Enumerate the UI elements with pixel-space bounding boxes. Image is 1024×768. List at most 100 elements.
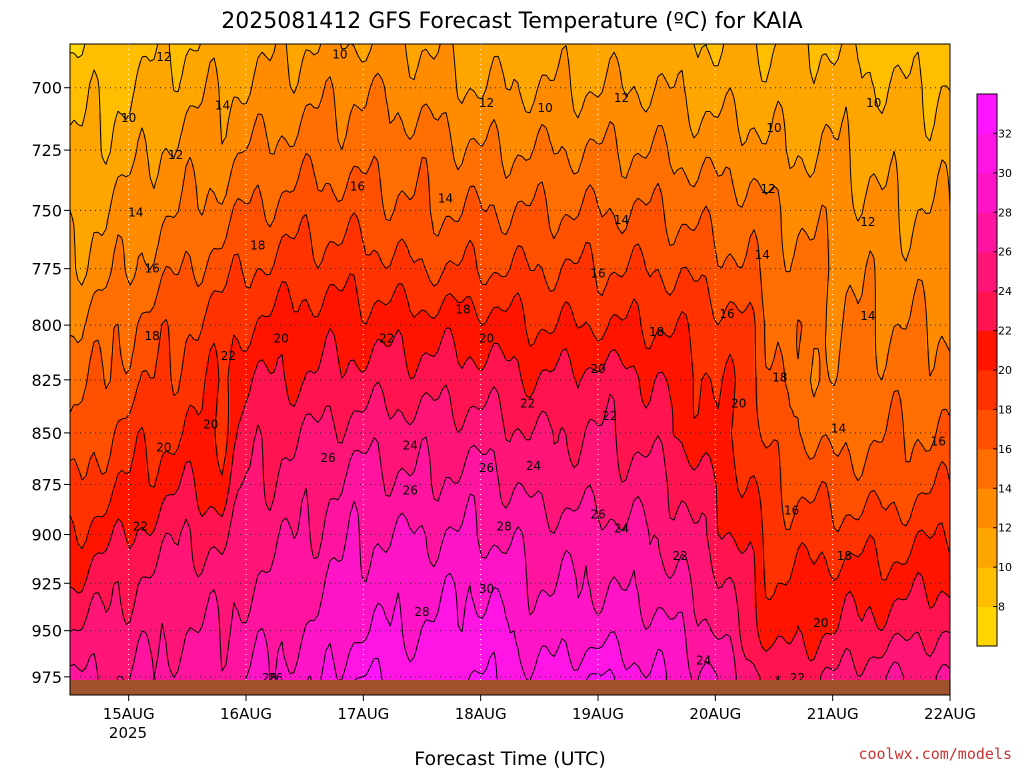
temperature-cell <box>250 338 327 342</box>
temperature-cell <box>326 296 359 300</box>
temperature-cell <box>106 284 159 288</box>
temperature-cell <box>338 347 375 351</box>
temperature-cell <box>302 428 335 432</box>
temperature-cell <box>618 449 651 453</box>
temperature-cell <box>690 113 707 117</box>
temperature-cell <box>394 119 403 123</box>
temperature-cell <box>886 362 931 366</box>
temperature-cell <box>202 281 227 285</box>
temperature-cell <box>146 446 179 450</box>
temperature-cell <box>262 464 283 468</box>
temperature-cell <box>182 365 207 369</box>
temperature-cell <box>242 479 263 483</box>
temperature-cell <box>254 272 267 276</box>
temperature-cell <box>574 311 631 315</box>
temperature-cell <box>866 503 883 507</box>
temperature-cell <box>306 50 311 54</box>
temperature-cell <box>838 527 939 531</box>
temperature-cell <box>738 197 747 201</box>
temperature-cell <box>830 125 843 129</box>
temperature-cell <box>614 122 691 126</box>
temperature-cell <box>602 92 627 96</box>
temperature-cell <box>74 236 95 240</box>
temperature-cell <box>930 356 935 360</box>
temperature-cell <box>618 443 655 447</box>
temperature-cell <box>762 269 787 273</box>
temperature-cell <box>582 152 619 156</box>
temperature-cell <box>406 368 419 372</box>
temperature-cell <box>78 275 87 279</box>
temperature-cell <box>582 251 591 255</box>
temperature-cell <box>262 113 303 117</box>
temperature-cell <box>226 440 235 444</box>
temperature-cell <box>582 500 595 504</box>
temperature-cell <box>674 407 695 411</box>
temperature-cell <box>426 443 567 447</box>
temperature-cell <box>686 104 723 108</box>
temperature-cell <box>266 131 299 135</box>
temperature-cell <box>686 95 727 99</box>
temperature-cell <box>202 320 259 324</box>
temperature-cell <box>818 377 831 381</box>
temperature-cell <box>482 368 519 372</box>
temperature-cell <box>262 119 303 123</box>
temperature-cell <box>914 296 927 300</box>
temperature-cell <box>850 167 891 171</box>
temperature-cell <box>422 53 431 57</box>
temperature-cell <box>430 482 443 486</box>
temperature-cell <box>166 497 199 501</box>
temperature-cell <box>738 482 751 486</box>
temperature-cell <box>694 383 703 387</box>
temperature-cell <box>694 371 727 375</box>
temperature-cell <box>114 182 183 186</box>
temperature-cell <box>86 374 103 378</box>
temperature-cell <box>186 176 195 180</box>
temperature-cell <box>578 170 623 174</box>
temperature-cell <box>314 179 351 183</box>
temperature-cell <box>422 56 455 60</box>
temperature-cell <box>226 494 239 498</box>
temperature-cell <box>178 272 195 276</box>
temperature-cell <box>434 491 443 495</box>
temperature-cell <box>138 317 207 321</box>
temperature-cell <box>714 248 747 252</box>
temperature-cell <box>486 320 527 324</box>
temperature-cell <box>886 422 903 426</box>
temperature-cell <box>562 50 567 54</box>
temperature-cell <box>554 146 587 150</box>
temperature-cell <box>706 281 763 285</box>
temperature-cell <box>170 65 183 69</box>
temperature-cell <box>330 284 335 288</box>
temperature-cell <box>134 392 175 396</box>
temperature-cell <box>586 428 615 432</box>
temperature-cell <box>782 245 795 249</box>
temperature-cell <box>454 74 491 78</box>
temperature-cell <box>618 59 711 63</box>
temperature-cell <box>702 122 739 126</box>
temperature-cell <box>746 248 759 252</box>
temperature-cell <box>498 59 559 63</box>
temperature-cell <box>90 83 99 87</box>
temperature-cell <box>534 95 571 99</box>
temperature-cell <box>230 173 299 177</box>
temperature-cell <box>306 377 523 381</box>
temperature-cell <box>710 455 735 459</box>
temperature-cell <box>334 194 343 198</box>
temperature-cell <box>102 365 111 369</box>
temperature-cell <box>478 191 535 195</box>
temperature-cell <box>850 449 871 453</box>
temperature-cell <box>254 74 291 78</box>
temperature-cell <box>70 284 107 288</box>
temperature-cell <box>818 365 827 369</box>
temperature-cell <box>798 503 831 507</box>
temperature-cell <box>262 206 279 210</box>
temperature-cell <box>198 335 255 339</box>
temperature-cell <box>266 215 275 219</box>
temperature-cell <box>526 257 579 261</box>
temperature-cell <box>406 59 419 63</box>
temperature-cell <box>510 269 531 273</box>
temperature-cell <box>218 371 231 375</box>
temperature-cell <box>126 272 135 276</box>
temperature-cell <box>506 173 511 177</box>
temperature-cell <box>434 224 443 228</box>
